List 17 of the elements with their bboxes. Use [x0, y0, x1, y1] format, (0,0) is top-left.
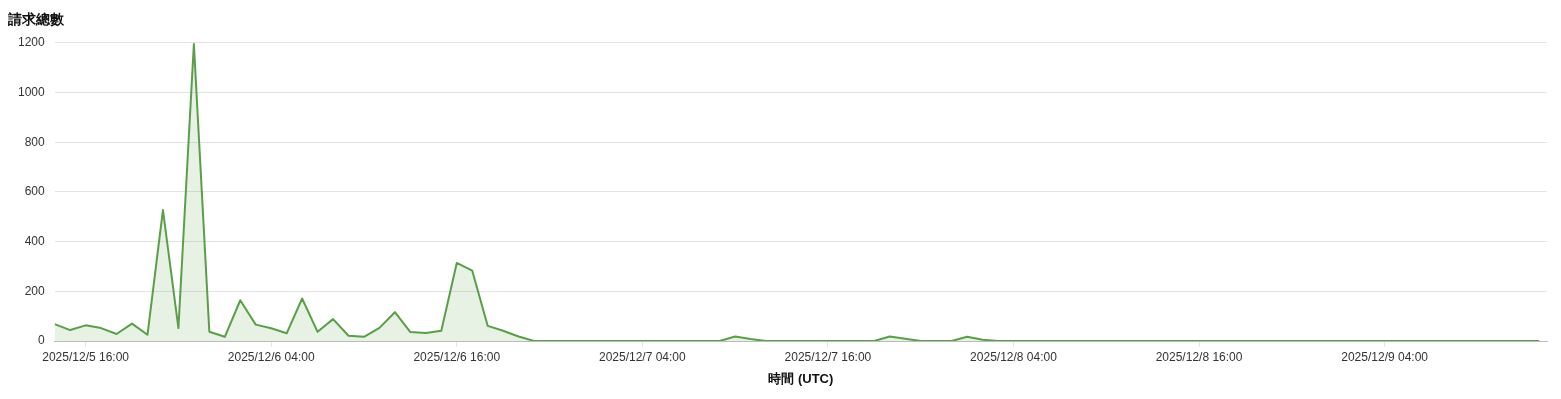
x-tick-label: 2025/12/8 16:00: [1155, 349, 1243, 364]
x-axis-title: 時間 (UTC): [768, 370, 834, 386]
x-tick-label: 2025/12/8 04:00: [970, 349, 1058, 364]
x-tick-label: 2025/12/6 04:00: [227, 349, 315, 364]
y-tick-label: 1000: [17, 84, 46, 99]
x-tick-label: 2025/12/9 04:00: [1341, 349, 1429, 364]
y-tick-label: 400: [24, 233, 46, 248]
y-tick-label: 800: [24, 134, 46, 149]
y-tick-label: 1200: [17, 35, 46, 50]
y-tick-label: 0: [38, 333, 46, 348]
y-tick-label: 600: [24, 184, 46, 199]
x-tick-label: 2025/12/7 16:00: [784, 349, 872, 364]
chart-title: 請求總數: [7, 11, 65, 28]
x-tick-label: 2025/12/5 16:00: [42, 349, 130, 364]
x-tick-label: 2025/12/7 04:00: [598, 349, 687, 364]
y-tick-label: 200: [24, 283, 46, 298]
x-tick-label: 2025/12/6 16:00: [413, 349, 501, 364]
